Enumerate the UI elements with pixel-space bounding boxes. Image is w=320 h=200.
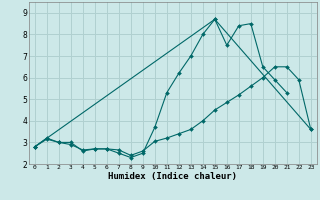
X-axis label: Humidex (Indice chaleur): Humidex (Indice chaleur) [108, 172, 237, 181]
